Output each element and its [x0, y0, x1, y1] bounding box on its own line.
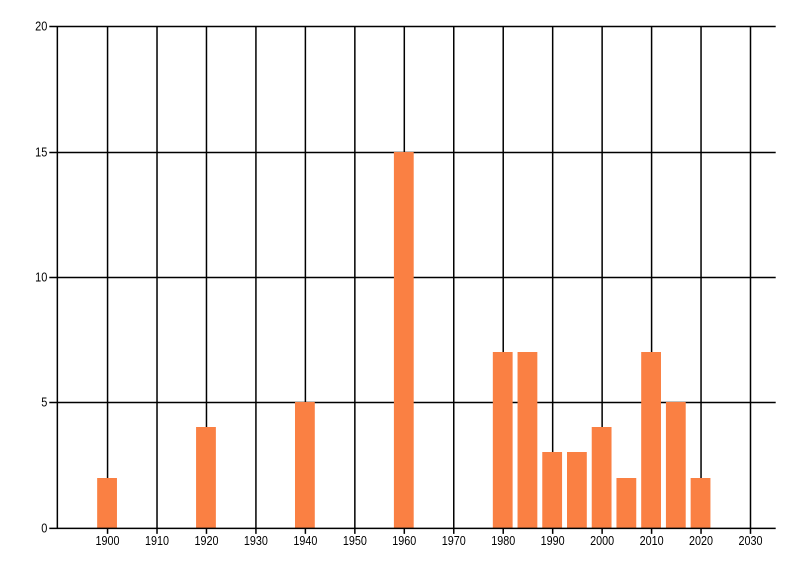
- svg-text:1930: 1930: [244, 533, 268, 548]
- svg-text:20: 20: [35, 19, 47, 34]
- svg-text:2010: 2010: [640, 533, 664, 548]
- svg-text:0: 0: [41, 521, 47, 536]
- svg-text:1950: 1950: [343, 533, 367, 548]
- svg-text:1910: 1910: [145, 533, 169, 548]
- svg-text:2020: 2020: [689, 533, 713, 548]
- svg-text:1960: 1960: [392, 533, 416, 548]
- svg-text:1920: 1920: [194, 533, 218, 548]
- svg-text:15: 15: [35, 145, 47, 160]
- svg-text:5: 5: [41, 395, 47, 410]
- svg-text:1980: 1980: [491, 533, 515, 548]
- svg-text:1900: 1900: [96, 533, 120, 548]
- svg-text:1940: 1940: [293, 533, 317, 548]
- svg-text:2000: 2000: [590, 533, 614, 548]
- svg-text:2030: 2030: [739, 533, 763, 548]
- svg-text:1970: 1970: [442, 533, 466, 548]
- svg-text:1990: 1990: [541, 533, 565, 548]
- svg-text:10: 10: [35, 270, 47, 285]
